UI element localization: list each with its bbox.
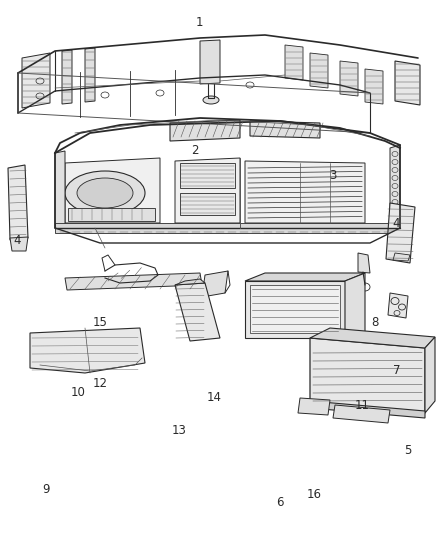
Polygon shape (175, 283, 220, 341)
Text: 1: 1 (195, 16, 203, 29)
Polygon shape (333, 405, 390, 423)
Polygon shape (65, 273, 202, 290)
Polygon shape (340, 61, 358, 96)
Ellipse shape (65, 171, 145, 215)
Text: 2: 2 (191, 144, 199, 157)
Polygon shape (388, 293, 408, 318)
Ellipse shape (203, 96, 219, 104)
Text: 9: 9 (42, 483, 50, 496)
Polygon shape (68, 208, 155, 221)
Polygon shape (175, 158, 240, 223)
Polygon shape (310, 401, 425, 418)
Polygon shape (298, 398, 330, 415)
Polygon shape (358, 253, 370, 273)
Polygon shape (175, 279, 205, 285)
Text: 13: 13 (171, 424, 186, 437)
Polygon shape (170, 120, 240, 141)
Text: 4: 4 (392, 217, 400, 230)
Text: 12: 12 (92, 377, 107, 390)
Polygon shape (285, 45, 303, 80)
Text: 5: 5 (404, 444, 411, 457)
Polygon shape (345, 273, 365, 338)
Polygon shape (200, 40, 220, 84)
Bar (180, 163, 235, 188)
Text: 7: 7 (392, 364, 400, 377)
Polygon shape (10, 237, 28, 251)
Polygon shape (250, 121, 320, 138)
Polygon shape (22, 53, 50, 108)
Text: 6: 6 (276, 496, 283, 508)
Polygon shape (8, 165, 28, 240)
Polygon shape (202, 271, 228, 297)
Polygon shape (395, 61, 420, 105)
Polygon shape (365, 69, 383, 104)
Polygon shape (390, 145, 400, 228)
Polygon shape (425, 337, 435, 413)
Polygon shape (245, 161, 365, 223)
Polygon shape (55, 223, 400, 233)
Text: 3: 3 (329, 169, 336, 182)
Text: 8: 8 (371, 316, 378, 329)
Polygon shape (62, 50, 72, 104)
Text: 15: 15 (92, 316, 107, 329)
Polygon shape (65, 158, 160, 223)
Polygon shape (310, 53, 328, 88)
Bar (180, 193, 235, 215)
Text: 16: 16 (307, 488, 322, 501)
Polygon shape (245, 273, 365, 281)
Polygon shape (310, 338, 425, 413)
Polygon shape (393, 253, 410, 261)
Polygon shape (30, 328, 145, 373)
Text: 10: 10 (71, 386, 85, 399)
Polygon shape (85, 48, 95, 102)
Polygon shape (245, 281, 345, 338)
Bar (250, 285, 340, 333)
Polygon shape (310, 328, 435, 348)
Polygon shape (55, 151, 65, 228)
Text: 14: 14 (206, 391, 221, 403)
Polygon shape (386, 203, 415, 263)
Text: 11: 11 (355, 399, 370, 411)
Ellipse shape (77, 178, 133, 208)
Text: 4: 4 (13, 235, 21, 247)
